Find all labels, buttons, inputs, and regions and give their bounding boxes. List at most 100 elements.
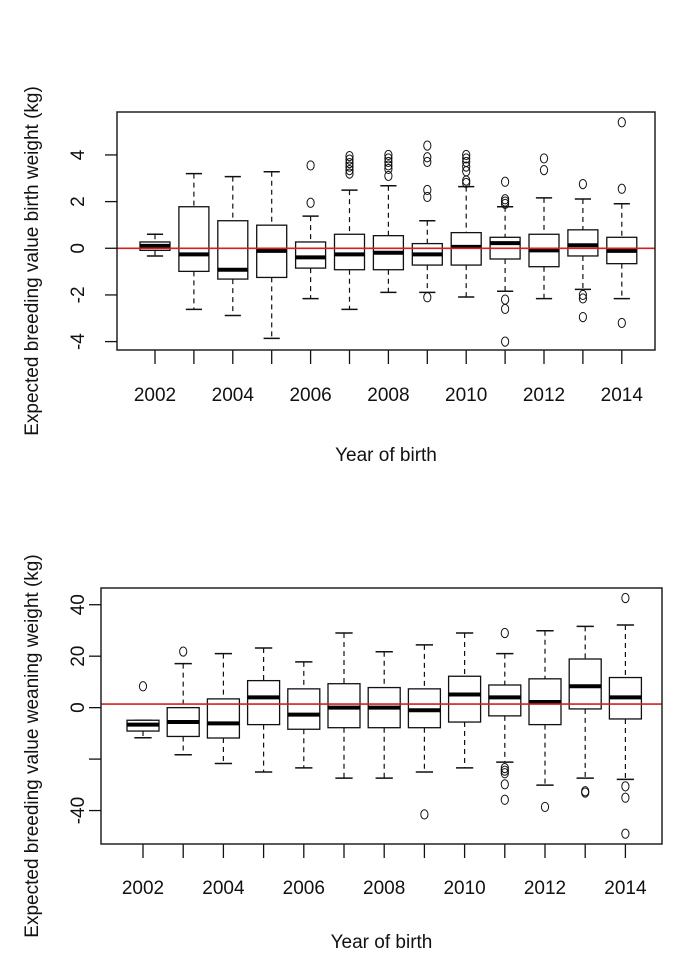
box-2013 <box>568 625 602 798</box>
outlier-point <box>462 175 471 186</box>
outlier-point <box>384 156 393 168</box>
outlier-point <box>345 158 354 169</box>
box-2004 <box>217 175 249 317</box>
x-axis-title: Year of birth <box>331 932 433 953</box>
outlier-point <box>179 646 188 657</box>
outlier-point <box>578 289 588 301</box>
outlier-point <box>384 170 393 182</box>
box-2009 <box>411 140 443 303</box>
x-tick-label: 2004 <box>212 385 255 406</box>
x-tick-label: 2002 <box>134 385 176 406</box>
x-tick-label: 2012 <box>524 878 566 899</box>
outlier-point <box>423 152 432 163</box>
x-tick-label: 2008 <box>367 385 409 406</box>
outlier-point <box>423 292 432 303</box>
outlier-point <box>501 176 510 187</box>
x-axis-title: Year of birth <box>335 445 437 466</box>
outlier-point <box>621 828 630 839</box>
x-tick-label: 2006 <box>283 878 325 899</box>
box-2004 <box>206 652 241 765</box>
outlier-point <box>539 153 549 164</box>
outlier-point <box>462 149 471 161</box>
outlier-point <box>500 768 509 779</box>
iqr-box <box>178 206 210 273</box>
box-2012 <box>528 153 560 300</box>
x-tick-label: 2002 <box>122 878 164 899</box>
outlier-point <box>345 168 354 179</box>
outlier-point <box>617 183 626 194</box>
outlier-point <box>423 184 432 196</box>
outlier-point <box>578 312 588 323</box>
iqr-box <box>294 241 327 269</box>
y-tick-label: 0 <box>68 243 89 254</box>
outlier-point <box>539 165 549 176</box>
y-tick-label: 40 <box>68 594 89 615</box>
box-2003 <box>178 172 210 311</box>
box-2010 <box>447 632 482 769</box>
y-axis-title: Expected breeding value birth weight (kg… <box>22 86 43 436</box>
outlier-point <box>617 317 626 329</box>
outlier-point <box>345 161 354 172</box>
outlier-point <box>384 160 393 171</box>
box-2011 <box>489 176 521 347</box>
outlier-point <box>578 179 588 190</box>
iqr-box <box>333 233 366 271</box>
outlier-point <box>345 165 354 176</box>
box-2002 <box>126 681 160 739</box>
outlier-point <box>501 196 510 207</box>
outlier-point <box>500 779 509 790</box>
x-tick-label: 2006 <box>289 385 331 406</box>
box-2007 <box>327 632 361 779</box>
y-tick-label: 0 <box>68 702 89 713</box>
outlier-point <box>501 294 510 305</box>
outlier-point <box>581 787 590 798</box>
box-2014 <box>606 117 638 329</box>
iqr-box <box>568 658 602 710</box>
box-2005 <box>256 170 288 340</box>
outlier-point <box>384 149 393 161</box>
outlier-point <box>423 140 432 151</box>
box-2002 <box>139 233 171 257</box>
outlier-point <box>500 765 509 776</box>
x-tick-label: 2008 <box>363 878 405 899</box>
outlier-point <box>138 681 148 692</box>
box-2013 <box>567 179 599 323</box>
x-tick-label: 2010 <box>445 385 487 406</box>
outlier-point <box>540 801 550 813</box>
outlier-point <box>423 156 432 168</box>
box-2007 <box>333 151 366 311</box>
box-2014 <box>608 592 643 839</box>
box-2003 <box>166 646 200 756</box>
iqr-box <box>567 229 599 257</box>
x-tick-label: 2014 <box>604 878 647 899</box>
plot-frame <box>116 111 656 351</box>
box-2010 <box>450 149 482 298</box>
outlier-point <box>501 303 510 315</box>
y-tick-label: 2 <box>68 196 89 207</box>
box-2006 <box>287 661 321 769</box>
outlier-point <box>384 163 393 175</box>
outlier-point <box>423 191 432 203</box>
outlier-point <box>500 763 509 774</box>
outlier-point <box>621 592 630 604</box>
outlier-point <box>500 627 509 639</box>
chart-panel-1: 2002 2004 2006 2008 2010 2012 2014 -4 -2 0 2 4 Year … <box>22 86 656 466</box>
x-tick-label: 2004 <box>202 878 245 899</box>
x-tick-label: 2014 <box>601 385 644 406</box>
box-2008 <box>372 149 405 294</box>
outlier-point <box>578 293 588 304</box>
iqr-box <box>488 684 522 717</box>
y-tick-label: -4 <box>68 333 89 350</box>
outlier-point <box>617 117 626 128</box>
outlier-point <box>384 153 393 164</box>
plot-frame <box>100 587 663 845</box>
y-tick-label: -40 <box>68 797 89 824</box>
iqr-box <box>206 698 241 739</box>
y-tick-label: -2 <box>68 286 89 303</box>
outlier-point <box>462 161 471 172</box>
iqr-box <box>447 675 482 723</box>
x-tick-label: 2010 <box>443 878 485 899</box>
outlier-point <box>306 160 315 171</box>
